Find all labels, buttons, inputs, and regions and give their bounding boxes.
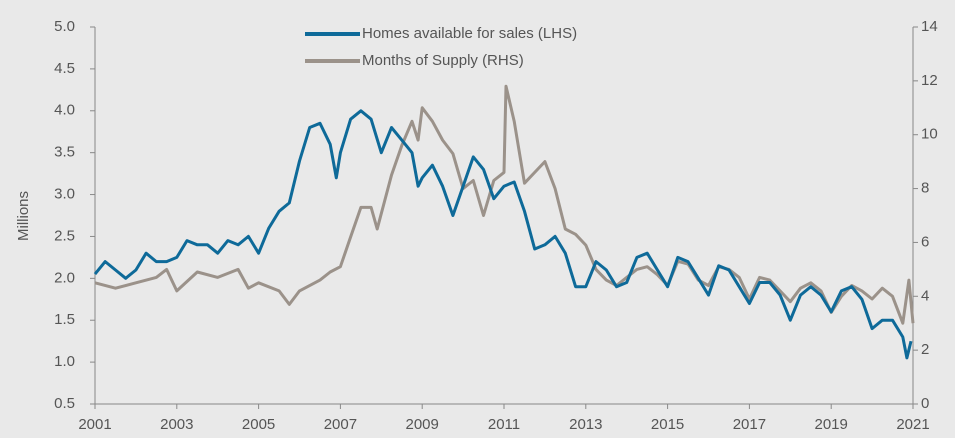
series-line — [93, 109, 913, 360]
y2-tick-label: 6 — [921, 233, 929, 250]
legend-label: Months of Supply (RHS) — [362, 52, 524, 69]
y2-tick-label: 0 — [921, 395, 929, 412]
x-tick-label: 2007 — [324, 416, 357, 433]
y-tick-label: 0.5 — [54, 395, 75, 412]
y-tick-label: 4.0 — [54, 102, 75, 119]
x-tick-label: 2015 — [651, 416, 684, 433]
y-tick-label: 2.5 — [54, 227, 75, 244]
legend-label: Homes available for sales (LHS) — [362, 25, 577, 42]
x-tick-label: 2009 — [406, 416, 439, 433]
x-tick-label: 2003 — [160, 416, 193, 433]
x-tick-label: 2017 — [733, 416, 766, 433]
y2-tick-label: 2 — [921, 341, 929, 358]
x-tick-label: 2021 — [896, 416, 929, 433]
y-tick-label: 1.5 — [54, 311, 75, 328]
y2-tick-label: 12 — [921, 72, 938, 89]
y2-tick-label: 14 — [921, 18, 938, 35]
series-line — [94, 84, 915, 325]
y-tick-label: 3.0 — [54, 186, 75, 203]
x-tick-label: 2011 — [488, 416, 520, 433]
y-tick-label: 1.0 — [54, 353, 75, 370]
x-tick-label: 2001 — [78, 416, 111, 433]
y2-tick-label: 8 — [921, 180, 929, 197]
x-tick-label: 2005 — [242, 416, 275, 433]
y2-tick-label: 4 — [921, 287, 929, 304]
x-tick-label: 2019 — [815, 416, 848, 433]
y-tick-label: 3.5 — [54, 144, 75, 161]
y-tick-label: 5.0 — [54, 18, 75, 35]
x-tick-label: 2013 — [569, 416, 602, 433]
y2-tick-label: 10 — [921, 126, 938, 143]
y-tick-label: 2.0 — [54, 269, 75, 286]
y-tick-label: 4.5 — [54, 60, 75, 77]
y-axis-label: Millions — [15, 191, 32, 241]
